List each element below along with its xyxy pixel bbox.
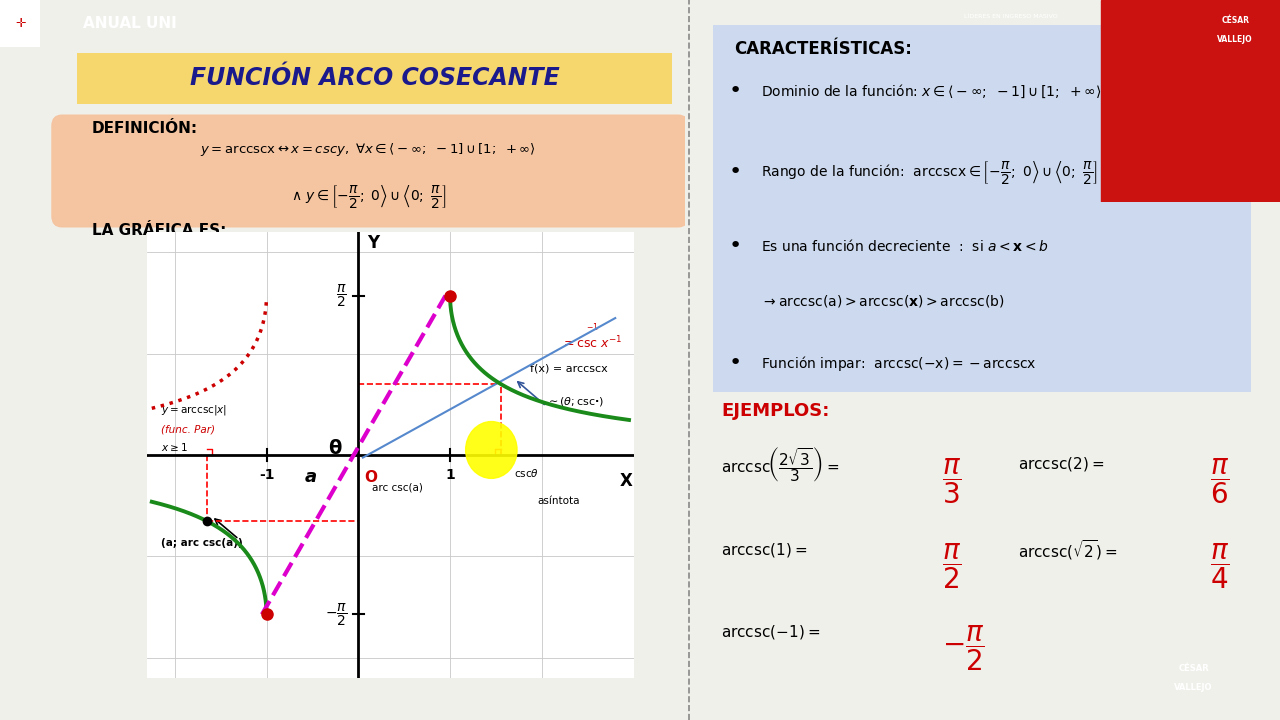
Text: $\sim(\theta;\mathrm{csc}$·$)$: $\sim(\theta;\mathrm{csc}$·$)$ [547, 395, 605, 408]
Text: EJEMPLOS:: EJEMPLOS: [721, 402, 829, 420]
Text: Función impar:  $\mathrm{arccsc(-x)} = -\mathrm{arccscx}$: Función impar: $\mathrm{arccsc(-x)} = -\… [762, 354, 1037, 372]
Text: $\mathrm{csc}\theta$: $\mathrm{csc}\theta$ [515, 467, 539, 480]
Polygon shape [1101, 0, 1280, 202]
Text: (func. Par): (func. Par) [161, 425, 215, 435]
Text: •: • [730, 81, 742, 102]
Text: •: • [730, 162, 742, 182]
Text: VALLEJO: VALLEJO [1174, 683, 1213, 692]
Text: $x\geq 1$: $x\geq 1$ [161, 441, 188, 453]
Text: $\wedge\ y \in \left[-\dfrac{\pi}{2};\ 0\right\rangle\cup\left\langle 0;\ \dfrac: $\wedge\ y \in \left[-\dfrac{\pi}{2};\ 0… [291, 183, 447, 210]
Text: $\mathrm{arccsc}(\sqrt{2}) =$: $\mathrm{arccsc}(\sqrt{2}) =$ [1018, 538, 1117, 562]
Text: Es una función decreciente  :  si $a < \mathbf{x} < b$: Es una función decreciente : si $a < \ma… [762, 238, 1050, 253]
Text: $\dfrac{\pi}{3}$: $\dfrac{\pi}{3}$ [942, 456, 961, 505]
Text: $\mathrm{arccsc}\!\left(\dfrac{2\sqrt{3}}{3}\right) =$: $\mathrm{arccsc}\!\left(\dfrac{2\sqrt{3}… [721, 445, 840, 484]
Text: $\rightarrow \mathrm{arccsc(a)} > \mathrm{arccsc(\mathbf{x})} > \mathrm{arccsc(b: $\rightarrow \mathrm{arccsc(a)} > \mathr… [762, 292, 1005, 309]
FancyBboxPatch shape [65, 52, 684, 105]
Text: Dominio de la función: $x \in \langle -\infty;\ -1] \cup [1;\ +\infty\rangle$: Dominio de la función: $x \in \langle -\… [762, 83, 1102, 100]
Text: CÉSAR: CÉSAR [1221, 16, 1249, 24]
Text: O: O [365, 470, 378, 485]
Text: CÉSAR: CÉSAR [1178, 664, 1210, 672]
Text: θ: θ [329, 439, 342, 459]
Text: $\dfrac{\pi}{2}$: $\dfrac{\pi}{2}$ [942, 541, 961, 591]
Text: asíntota: asíntota [538, 496, 580, 505]
Text: 1: 1 [445, 468, 454, 482]
Text: •: • [730, 353, 742, 373]
Text: VALLEJO: VALLEJO [1217, 35, 1253, 44]
Text: •: • [730, 235, 742, 256]
Text: Y: Y [367, 234, 380, 252]
Bar [0, 0, 41, 47]
Text: a: a [305, 468, 316, 487]
Text: (a; arc csc(a)): (a; arc csc(a)) [161, 539, 243, 549]
Text: $-\dfrac{\pi}{2}$: $-\dfrac{\pi}{2}$ [325, 601, 347, 628]
Text: ANUAL UNI: ANUAL UNI [83, 16, 177, 31]
Text: arc csc(a): arc csc(a) [372, 482, 422, 492]
FancyBboxPatch shape [696, 14, 1267, 403]
FancyBboxPatch shape [52, 115, 689, 227]
Circle shape [466, 421, 517, 478]
Text: $= \mathrm{csc}\ x^{-1}$: $= \mathrm{csc}\ x^{-1}$ [562, 335, 623, 351]
Text: $\mathrm{arccsc}(1) =$: $\mathrm{arccsc}(1) =$ [721, 541, 808, 559]
Text: $^{-1}$: $^{-1}$ [586, 323, 599, 333]
Text: LA GRÁFICA ES:: LA GRÁFICA ES: [92, 223, 225, 238]
Text: $\dfrac{\pi}{4}$: $\dfrac{\pi}{4}$ [1210, 541, 1230, 591]
Text: $\dfrac{\pi}{6}$: $\dfrac{\pi}{6}$ [1210, 456, 1230, 505]
Text: FUNCIÓN ARCO COSECANTE: FUNCIÓN ARCO COSECANTE [189, 66, 559, 91]
Text: $\mathrm{arccsc}(-1) =$: $\mathrm{arccsc}(-1) =$ [721, 623, 820, 641]
Text: -1: -1 [259, 468, 274, 482]
Text: DEFINICIÓN:: DEFINICIÓN: [92, 121, 197, 136]
Text: Rango de la función:  $\mathrm{arccscx} \in \left[-\dfrac{\pi}{2};\ 0\right\rang: Rango de la función: $\mathrm{arccscx} \… [762, 158, 1098, 186]
Text: X: X [620, 472, 632, 490]
Text: $y = \mathrm{arccscx} \leftrightarrow x = \mathit{cscy},\ \forall x \in \langle : $y = \mathrm{arccscx} \leftrightarrow x … [201, 140, 536, 158]
Text: f(x) = arccscx: f(x) = arccscx [530, 364, 608, 374]
Text: $y=\mathrm{arccsc}|x|$: $y=\mathrm{arccsc}|x|$ [161, 403, 227, 417]
Text: $\mathrm{arccsc}(2) =$: $\mathrm{arccsc}(2) =$ [1018, 456, 1105, 474]
Text: ✛: ✛ [15, 17, 26, 30]
Text: LÍDERES EN INGRESO MASIVO: LÍDERES EN INGRESO MASIVO [964, 14, 1059, 19]
Text: CARACTERÍSTICAS:: CARACTERÍSTICAS: [735, 40, 913, 58]
Text: $\dfrac{\pi}{2}$: $\dfrac{\pi}{2}$ [337, 282, 347, 309]
Text: $-\dfrac{\pi}{2}$: $-\dfrac{\pi}{2}$ [942, 623, 986, 672]
